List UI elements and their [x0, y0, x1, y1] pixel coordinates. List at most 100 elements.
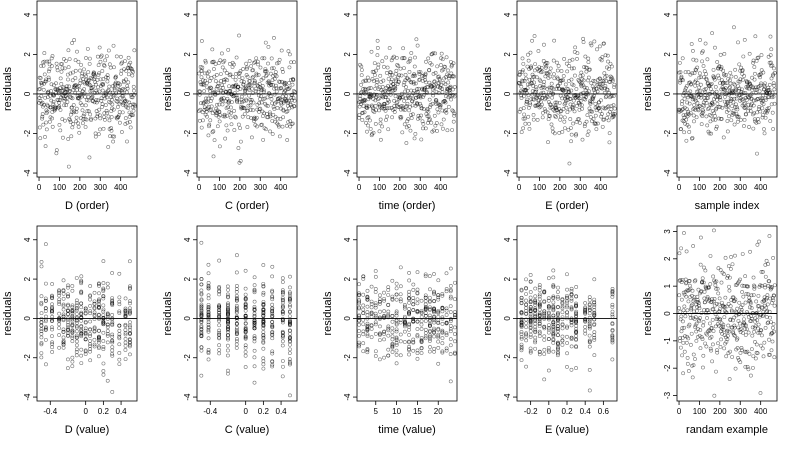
data-point [721, 106, 724, 109]
data-point [74, 76, 77, 79]
data-point [427, 57, 430, 60]
data-point [552, 301, 555, 304]
data-point [734, 68, 737, 71]
data-point [76, 122, 79, 125]
data-point [708, 322, 711, 325]
data-point [593, 305, 596, 308]
data-point [765, 259, 768, 262]
point-cloud [197, 34, 296, 164]
data-point [102, 331, 105, 334]
y-tick-label: 4 [23, 12, 32, 17]
data-point [228, 74, 231, 77]
data-point [374, 302, 377, 305]
data-point [732, 26, 735, 29]
data-point [388, 46, 391, 49]
data-point [412, 338, 415, 341]
data-point [567, 64, 570, 67]
data-point [366, 289, 369, 292]
y-tick-label: 0 [23, 91, 32, 96]
x-tick-label: 0.2 [258, 407, 270, 416]
plot-frame [357, 226, 457, 401]
x-tick-label: 0 [83, 407, 88, 416]
data-point [262, 357, 265, 360]
data-point [685, 341, 688, 344]
data-point [682, 341, 685, 344]
data-point [385, 71, 388, 74]
data-point [447, 81, 450, 84]
data-point [416, 271, 419, 274]
data-point [96, 86, 99, 89]
data-point [55, 152, 58, 155]
data-point [287, 81, 290, 84]
data-point [288, 343, 291, 346]
data-point [531, 73, 534, 76]
data-point [702, 266, 705, 269]
data-point [446, 69, 449, 72]
data-point [96, 78, 99, 81]
data-point [102, 260, 105, 263]
data-point [683, 350, 686, 353]
data-point [399, 285, 402, 288]
data-point [226, 97, 229, 100]
y-axis-label: residuals [642, 66, 654, 111]
data-point [81, 122, 84, 125]
data-point [128, 321, 131, 324]
data-point [570, 299, 573, 302]
y-tick-label: 4 [183, 12, 192, 17]
data-point [262, 263, 265, 266]
data-point [416, 44, 419, 47]
data-point [281, 125, 284, 128]
data-point [124, 341, 127, 344]
data-point [104, 59, 107, 62]
data-point [394, 95, 397, 98]
y-axis-label: residuals [482, 291, 494, 336]
data-point [106, 341, 109, 344]
data-point [715, 125, 718, 128]
data-point [552, 276, 555, 279]
data-point [702, 354, 705, 357]
data-point [690, 42, 693, 45]
data-point [404, 85, 407, 88]
data-point [408, 70, 411, 73]
data-point [40, 260, 43, 263]
x-tick-label: 0.4 [116, 407, 128, 416]
x-tick-label: 0.6 [598, 407, 610, 416]
data-point [361, 118, 364, 121]
data-point [40, 95, 43, 98]
data-point [233, 115, 236, 118]
data-point [540, 92, 543, 95]
data-point [218, 259, 221, 262]
data-point [411, 104, 414, 107]
data-point [738, 301, 741, 304]
data-point [543, 352, 546, 355]
data-point [253, 349, 256, 352]
data-point [379, 74, 382, 77]
plot-frame [517, 1, 617, 177]
data-point [543, 335, 546, 338]
data-point [262, 360, 265, 363]
data-point [40, 312, 43, 315]
data-point [84, 56, 87, 59]
data-point [424, 328, 427, 331]
x-tick-label: 0.2 [98, 407, 110, 416]
data-point [529, 273, 532, 276]
data-point [381, 60, 384, 63]
data-point [719, 345, 722, 348]
data-point [281, 340, 284, 343]
data-point [683, 335, 686, 338]
data-point [111, 390, 114, 393]
data-point [288, 286, 291, 289]
data-point [226, 285, 229, 288]
data-point [374, 312, 377, 315]
data-point [691, 289, 694, 292]
x-axis-label: C (value) [225, 424, 270, 436]
data-point [726, 119, 729, 122]
data-point [51, 350, 54, 353]
data-point [543, 338, 546, 341]
data-point [96, 55, 99, 58]
x-tick-label: 100 [213, 183, 227, 192]
data-point [275, 90, 278, 93]
data-point [731, 355, 734, 358]
data-point [527, 122, 530, 125]
data-point [253, 276, 256, 279]
